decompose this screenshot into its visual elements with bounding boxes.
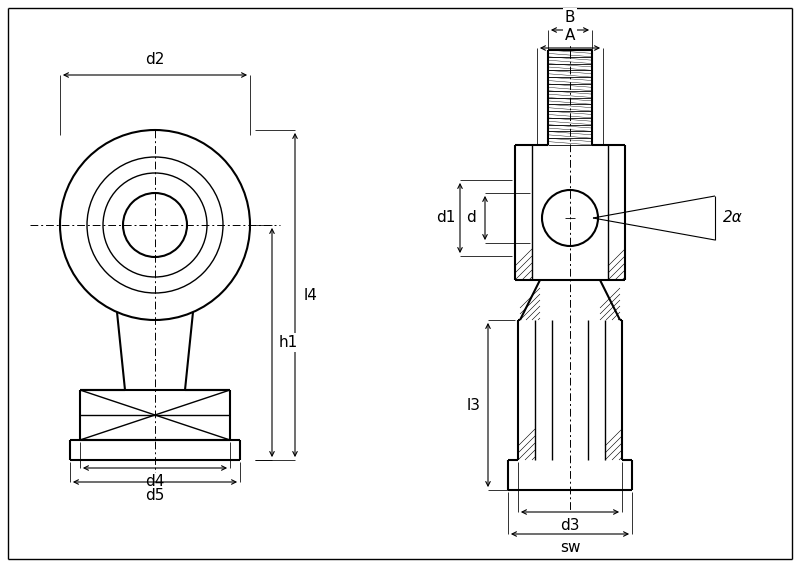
Text: sw: sw [560, 540, 580, 556]
Text: B: B [565, 10, 575, 24]
Text: h1: h1 [278, 335, 298, 350]
Text: 2α: 2α [723, 210, 742, 226]
Text: A: A [565, 28, 575, 44]
Text: l4: l4 [304, 287, 318, 303]
Text: d: d [466, 210, 476, 226]
Text: d4: d4 [146, 475, 165, 489]
Text: d3: d3 [560, 518, 580, 534]
Text: d1: d1 [436, 210, 456, 226]
Text: l3: l3 [467, 397, 481, 413]
Text: d5: d5 [146, 489, 165, 503]
Text: d2: d2 [146, 53, 165, 67]
